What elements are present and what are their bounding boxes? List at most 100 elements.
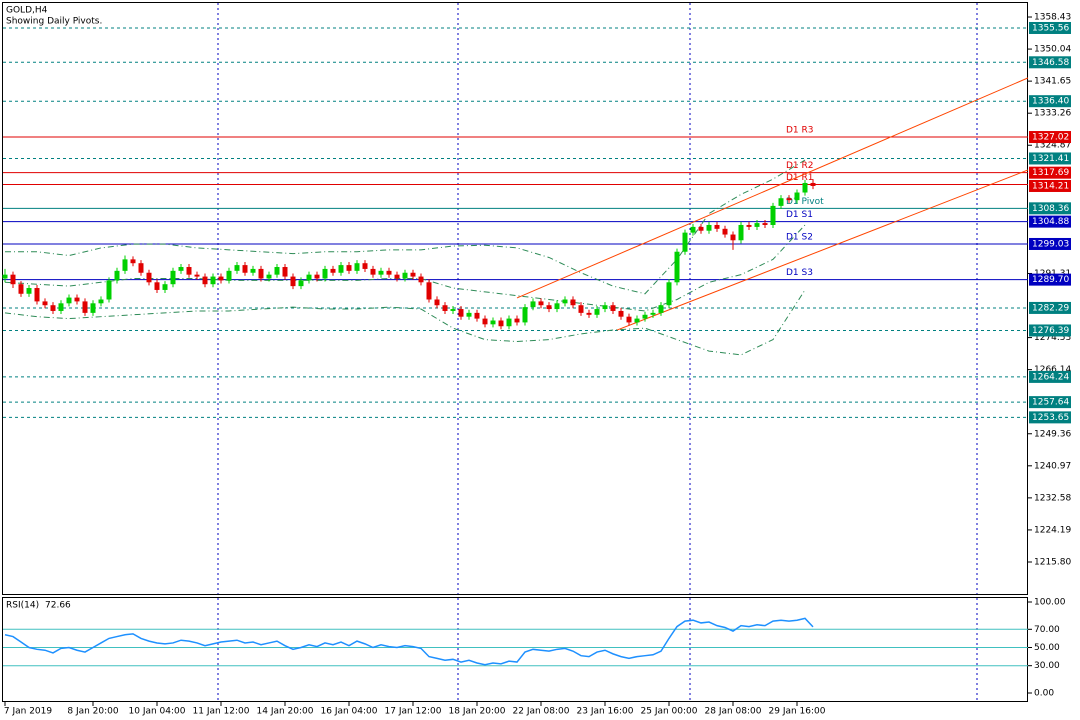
candle-body (114, 270, 120, 281)
candle-body (74, 297, 80, 302)
candle-body (10, 274, 16, 285)
candle-body (106, 280, 112, 300)
y-tick-label: 1324.87 (1034, 141, 1071, 151)
price-box (1029, 202, 1071, 215)
price-box-label: 1276.39 (1032, 326, 1069, 336)
x-tick-label: 25 Jan 00:00 (641, 707, 698, 717)
price-box-label: 1317.69 (1032, 168, 1069, 178)
candle-body (522, 307, 528, 323)
candle-body (594, 309, 600, 315)
candle-body (138, 263, 144, 273)
candle-body (410, 272, 416, 277)
chart-subtitle: Showing Daily Pivots. (6, 17, 102, 27)
price-box-label: 1346.58 (1032, 58, 1069, 68)
candle-body (626, 316, 632, 323)
candle-body (786, 198, 792, 201)
band-line (4, 224, 806, 312)
candle-body (186, 267, 192, 275)
trendline (616, 169, 1029, 331)
price-box (1029, 21, 1071, 34)
x-tick-label: 29 Jan 16:00 (769, 707, 826, 717)
candle-body (178, 267, 184, 271)
candle-body (50, 305, 56, 311)
price-box (1029, 95, 1071, 108)
pivot-label: D1 S2 (786, 232, 813, 242)
y-tick-label: 1333.26 (1034, 109, 1071, 119)
candle-body (314, 274, 320, 279)
y-tick-label: 1232.58 (1034, 493, 1071, 503)
candle-body (754, 223, 760, 227)
candle-body (266, 274, 272, 279)
price-box-label: 1327.02 (1032, 133, 1069, 143)
candle-body (506, 318, 512, 327)
candle-body (762, 223, 768, 225)
candle-body (562, 299, 568, 304)
price-box-label: 1336.40 (1032, 97, 1069, 107)
candle-body (42, 301, 48, 306)
candle-body (330, 268, 336, 273)
candle-body (226, 270, 232, 281)
price-box (1029, 396, 1071, 409)
price-box (1029, 273, 1071, 286)
candle-body (282, 267, 288, 277)
y-tick-label: 100.00 (1034, 598, 1066, 608)
pivot-label: D1 S1 (786, 210, 813, 220)
candle-body (722, 228, 728, 235)
chart-title: GOLD,H4 (6, 6, 48, 16)
candle-body (194, 274, 200, 277)
candle-body (242, 265, 248, 273)
pivot-label: D1 S3 (786, 268, 813, 278)
candle-body (402, 272, 408, 279)
price-box-label: 1355.56 (1032, 23, 1069, 33)
price-box (1029, 152, 1071, 165)
candle-body (770, 205, 776, 225)
y-tick-label: 1350.04 (1034, 45, 1071, 55)
price-box-label: 1253.65 (1032, 413, 1069, 423)
candle-body (674, 251, 680, 283)
candle-body (66, 297, 72, 304)
y-tick-label: 1224.19 (1034, 525, 1071, 535)
rsi-title: RSI(14) (6, 601, 39, 611)
candle-body (346, 265, 352, 271)
y-tick-label: 1274.53 (1034, 333, 1071, 343)
trendline (516, 77, 1029, 299)
y-tick-label: 1358.43 (1034, 13, 1071, 23)
price-box (1029, 131, 1071, 144)
pivot-label: D1 R1 (786, 173, 814, 183)
candle-body (802, 182, 808, 193)
candle-body (370, 268, 376, 275)
candle-body (490, 320, 496, 325)
price-box-label: 1289.70 (1032, 275, 1069, 285)
x-tick-label: 17 Jan 12:00 (385, 707, 442, 717)
candle-body (58, 303, 64, 311)
candle-body (218, 276, 224, 281)
candle-body (554, 303, 560, 310)
candle-body (810, 182, 816, 186)
x-tick-label: 22 Jan 08:00 (513, 707, 570, 717)
x-tick-label: 28 Jan 08:00 (705, 707, 762, 717)
candle-body (34, 288, 40, 302)
price-box-label: 1321.41 (1032, 154, 1069, 164)
price-box (1029, 237, 1071, 250)
candle-body (658, 305, 664, 313)
candle-body (146, 272, 152, 283)
candle-body (482, 318, 488, 325)
candle-body (162, 284, 168, 290)
candle-body (338, 265, 344, 273)
candle-body (306, 274, 312, 281)
x-tick-label: 14 Jan 20:00 (257, 707, 314, 717)
candle-body (682, 232, 688, 252)
candle-body (362, 263, 368, 269)
band-line (5, 159, 806, 295)
rsi-line (4, 617, 814, 666)
y-tick-label: 70.00 (1034, 625, 1060, 635)
x-tick-label: 18 Jan 20:00 (449, 707, 506, 717)
price-box-label: 1304.88 (1032, 217, 1069, 227)
price-box (1029, 56, 1071, 69)
pivot-label: D1 R3 (786, 126, 814, 136)
candle-body (122, 259, 128, 271)
candle-body (714, 224, 720, 229)
candle-body (794, 192, 800, 201)
